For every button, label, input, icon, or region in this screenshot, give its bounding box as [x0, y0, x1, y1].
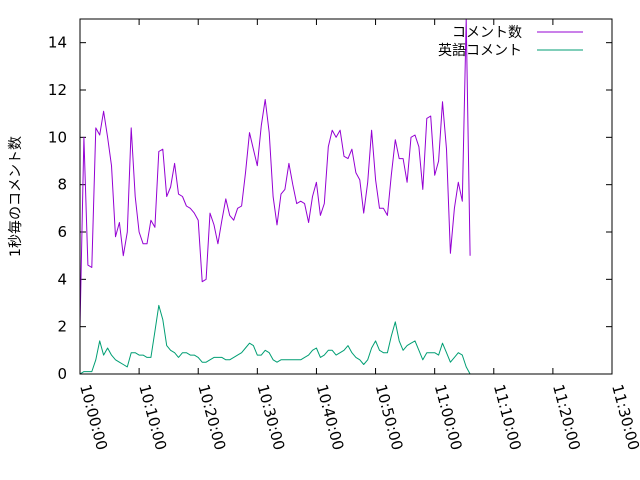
- y-tick-label: 4: [57, 270, 67, 288]
- y-axis: 0 2 4 6 8 10 12 14: [48, 34, 612, 383]
- y-tick-label: 12: [48, 81, 67, 99]
- plot-frame: [79, 18, 613, 375]
- series-line-2: [79, 304, 471, 375]
- y-axis-label: 1秒毎のコメント数: [8, 136, 24, 257]
- y-tick-label: 14: [48, 34, 67, 52]
- y-tick-label: 6: [57, 223, 67, 241]
- series-layer: [79, 18, 471, 375]
- series-line-1: [79, 18, 471, 327]
- y-tick-label: 2: [57, 318, 67, 336]
- y-tick-label: 10: [48, 128, 67, 146]
- legend-label-2: 英語コメント: [438, 42, 522, 59]
- legend-label-1: コメント数: [452, 25, 522, 41]
- y-tick-label: 8: [57, 176, 67, 194]
- y-tick-label: 0: [57, 365, 67, 383]
